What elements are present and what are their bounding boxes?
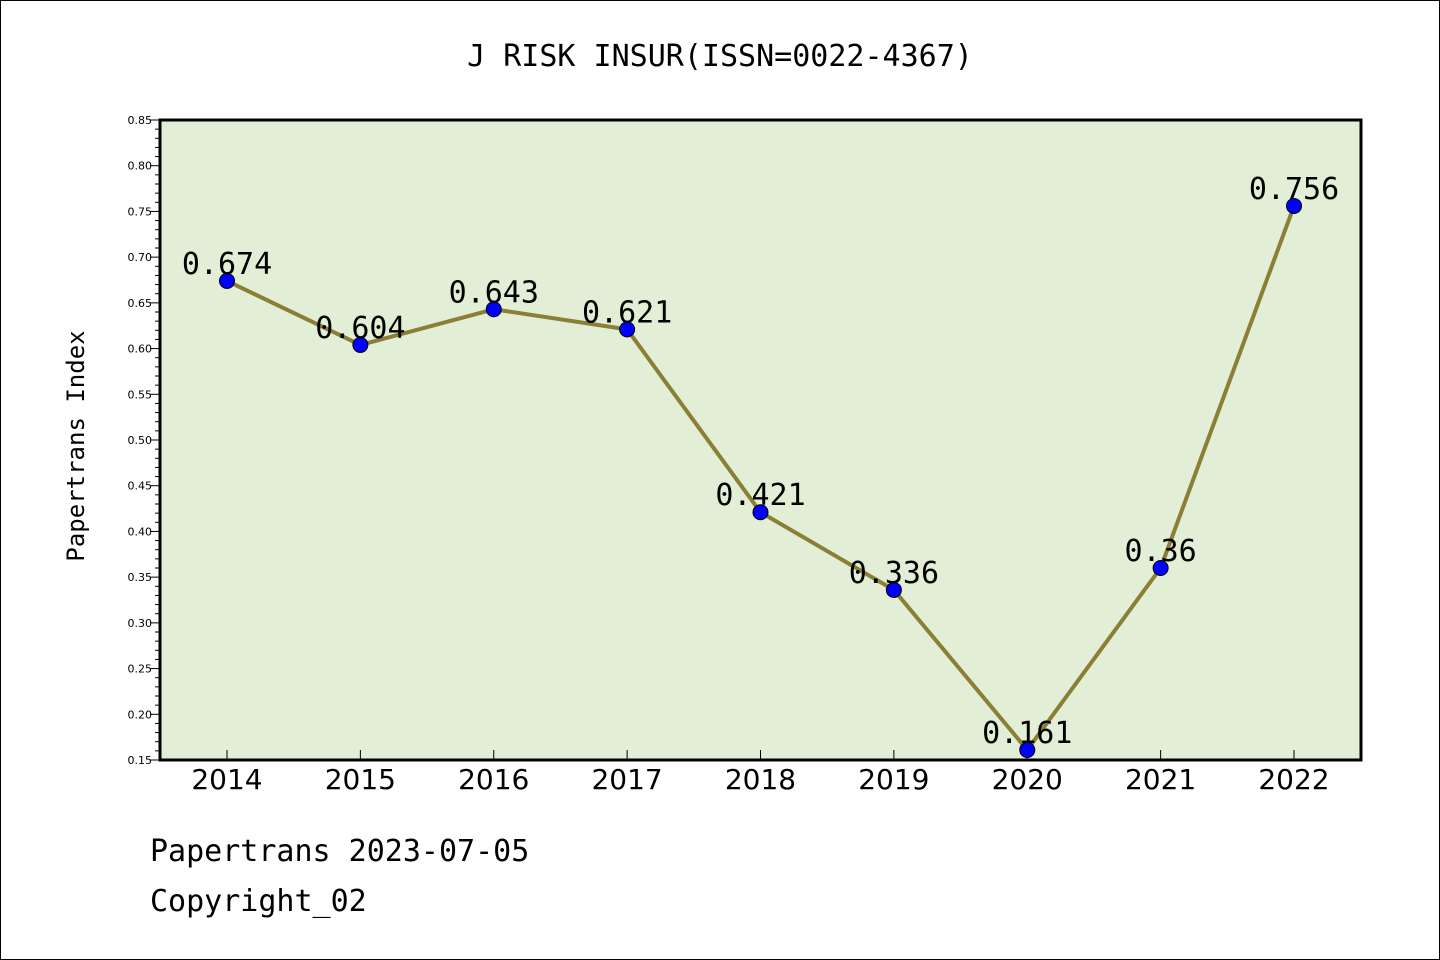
y-axis-label: Papertrans Index [62,330,90,561]
data-label: 0.336 [849,556,939,591]
y-tick-label: 0.80 [128,160,153,173]
data-point [219,272,235,289]
data-label: 0.674 [182,247,272,282]
y-tick-label: 0.65 [128,297,153,310]
data-label: 0.643 [449,275,539,310]
y-tick-label: 0.85 [128,114,153,127]
data-label: 0.36 [1125,534,1197,569]
data-label: 0.161 [982,716,1072,751]
y-axis: 0.15 0.20 0.25 0.30 0.35 0.40 0.45 0.50 0.55 0.60… [128,114,160,767]
y-tick-label: 0.15 [128,754,153,767]
data-point [485,301,502,318]
y-tick-label: 0.50 [128,434,153,447]
data-label: 0.756 [1249,172,1339,207]
data-point [619,321,636,338]
plot-area [158,118,1363,762]
y-tick-label: 0.25 [128,663,153,676]
x-axis: 2014 2015 2016 2017 2018 2019 2020 2021 2022 [191,750,1330,796]
data-markers [219,197,1302,758]
y-tick-label: 0.30 [128,617,153,630]
y-tick-label: 0.60 [128,343,153,356]
y-tick-label: 0.40 [128,525,153,538]
footer-copyright: Copyright_02 [150,884,367,919]
x-tick-label: 2020 [992,763,1063,796]
data-point [1019,741,1036,758]
data-point [752,504,769,521]
x-tick-label: 2017 [591,763,662,796]
x-tick-label: 2018 [725,763,796,796]
y-tick-label: 0.45 [128,480,153,493]
data-label: 0.604 [315,311,405,346]
data-point [1286,197,1302,214]
x-tick-label: 2015 [325,763,396,796]
y-tick-label: 0.20 [128,708,153,721]
data-labels: 0.674 0.604 0.643 0.621 0.421 0.336 0.161 0.36 0… [182,172,1339,751]
x-tick-label: 2021 [1125,763,1196,796]
y-tick-label: 0.55 [128,388,153,401]
data-point [352,336,369,353]
data-label: 0.421 [715,478,805,513]
data-point [1152,560,1169,576]
x-tick-label: 2019 [858,763,929,796]
data-label: 0.621 [582,295,672,330]
footer-date: Papertrans 2023-07-05 [150,834,530,869]
data-point [885,581,902,598]
y-tick-label: 0.70 [128,251,153,264]
x-tick-label: 2022 [1258,763,1329,796]
y-tick-label: 0.75 [128,205,153,218]
y-tick-label: 0.35 [128,571,153,584]
x-tick-label: 2014 [191,763,262,796]
chart-title: J RISK INSUR(ISSN=0022-4367) [467,39,973,74]
x-tick-label: 2016 [458,763,529,796]
